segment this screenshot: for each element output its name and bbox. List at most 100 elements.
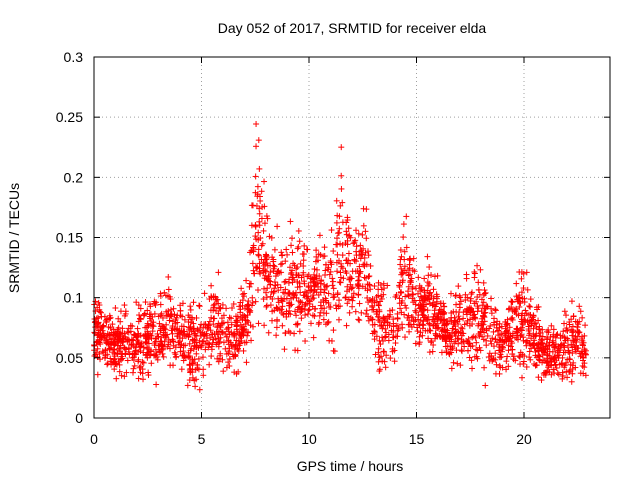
data-point [263,213,270,220]
data-point [524,286,531,293]
data-point [237,321,244,328]
data-point [237,340,244,347]
data-point [525,326,532,333]
data-point [539,326,546,333]
data-point [485,353,492,360]
data-point [474,308,481,315]
data-point [568,316,575,323]
data-point [210,302,217,309]
data-point [347,275,354,282]
data-point [392,293,399,300]
data-point [180,323,187,330]
data-point [321,305,328,312]
data-point [463,308,470,315]
data-point [146,311,153,318]
data-point [488,295,495,302]
data-point [503,366,510,373]
data-point [116,361,123,368]
data-point [513,280,520,287]
data-point [320,316,327,323]
data-point [488,305,495,312]
data-point [323,310,330,317]
data-point [287,329,294,336]
data-point [167,306,174,313]
data-point [104,360,111,367]
data-point [197,328,204,335]
data-point [107,314,114,321]
data-point [416,341,423,348]
data-point [289,249,296,256]
data-point [429,348,436,355]
data-point [561,364,568,371]
data-point [430,322,437,329]
data-point [396,282,403,289]
data-point [377,322,384,329]
data-point [230,301,237,308]
data-point [577,353,584,360]
data-point [496,362,503,369]
data-point [365,273,372,280]
data-point [334,235,341,242]
data-point [220,368,227,375]
data-point [285,279,292,286]
data-point [509,340,516,347]
data-point [491,315,498,322]
data-point [225,324,232,331]
data-point [357,242,364,249]
data-point [139,358,146,365]
data-point [557,335,564,342]
data-point [121,330,128,337]
data-point [161,289,168,296]
data-point [365,299,372,306]
data-point [162,333,169,340]
data-point [363,307,370,314]
data-point [212,335,219,342]
data-point [96,334,103,341]
data-point [508,298,515,305]
data-point [550,326,557,333]
data-point [184,382,191,389]
data-point [202,341,209,348]
data-point [147,303,154,310]
data-point [149,313,156,320]
data-point [461,343,468,350]
data-point [579,314,586,321]
data-point [181,316,188,323]
data-point [452,323,459,330]
data-point [128,342,135,349]
data-point [176,331,183,338]
data-point [224,319,231,326]
data-point [110,346,117,353]
data-point [434,325,441,332]
data-point [517,333,524,340]
data-point [311,274,318,281]
data-point [204,326,211,333]
data-point [206,318,213,325]
data-point [566,321,573,328]
data-point [459,325,466,332]
data-point [471,270,478,277]
data-point [454,360,461,367]
data-point [516,294,523,301]
data-point [371,336,378,343]
data-point [263,303,270,310]
data-point [283,308,290,315]
data-point [384,282,391,289]
data-point [513,326,520,333]
data-point [533,362,540,369]
data-point [373,294,380,301]
data-point [262,251,269,258]
data-point [516,352,523,359]
data-point [375,286,382,293]
data-point [295,304,302,311]
data-point [300,257,307,264]
data-point [528,335,535,342]
data-point [249,202,256,209]
data-point [241,339,248,346]
data-point [520,337,527,344]
data-point [316,232,323,239]
data-point [386,307,393,314]
data-point [282,278,289,285]
data-point [169,330,176,337]
